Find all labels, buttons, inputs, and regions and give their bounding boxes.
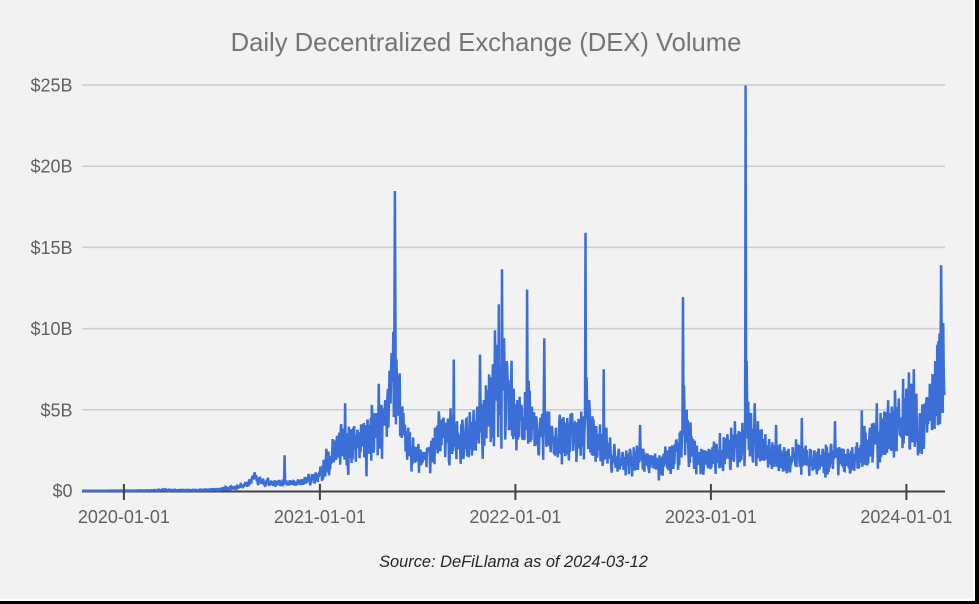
svg-text:2024-01-01: 2024-01-01: [860, 507, 952, 527]
svg-text:2020-01-01: 2020-01-01: [78, 507, 170, 527]
svg-text:Daily Decentralized Exchange (: Daily Decentralized Exchange (DEX) Volum…: [231, 29, 742, 57]
svg-text:$5B: $5B: [40, 400, 72, 420]
svg-text:Source: DeFiLlama as of 2024-0: Source: DeFiLlama as of 2024-03-12: [379, 553, 648, 571]
svg-text:2021-01-01: 2021-01-01: [274, 507, 366, 527]
svg-text:$10B: $10B: [30, 319, 72, 339]
svg-text:$20B: $20B: [30, 157, 72, 177]
svg-text:$0: $0: [52, 481, 72, 501]
svg-text:$15B: $15B: [30, 238, 72, 258]
svg-text:$25B: $25B: [30, 76, 72, 96]
svg-text:2022-01-01: 2022-01-01: [469, 507, 561, 527]
svg-text:2023-01-01: 2023-01-01: [665, 507, 757, 527]
